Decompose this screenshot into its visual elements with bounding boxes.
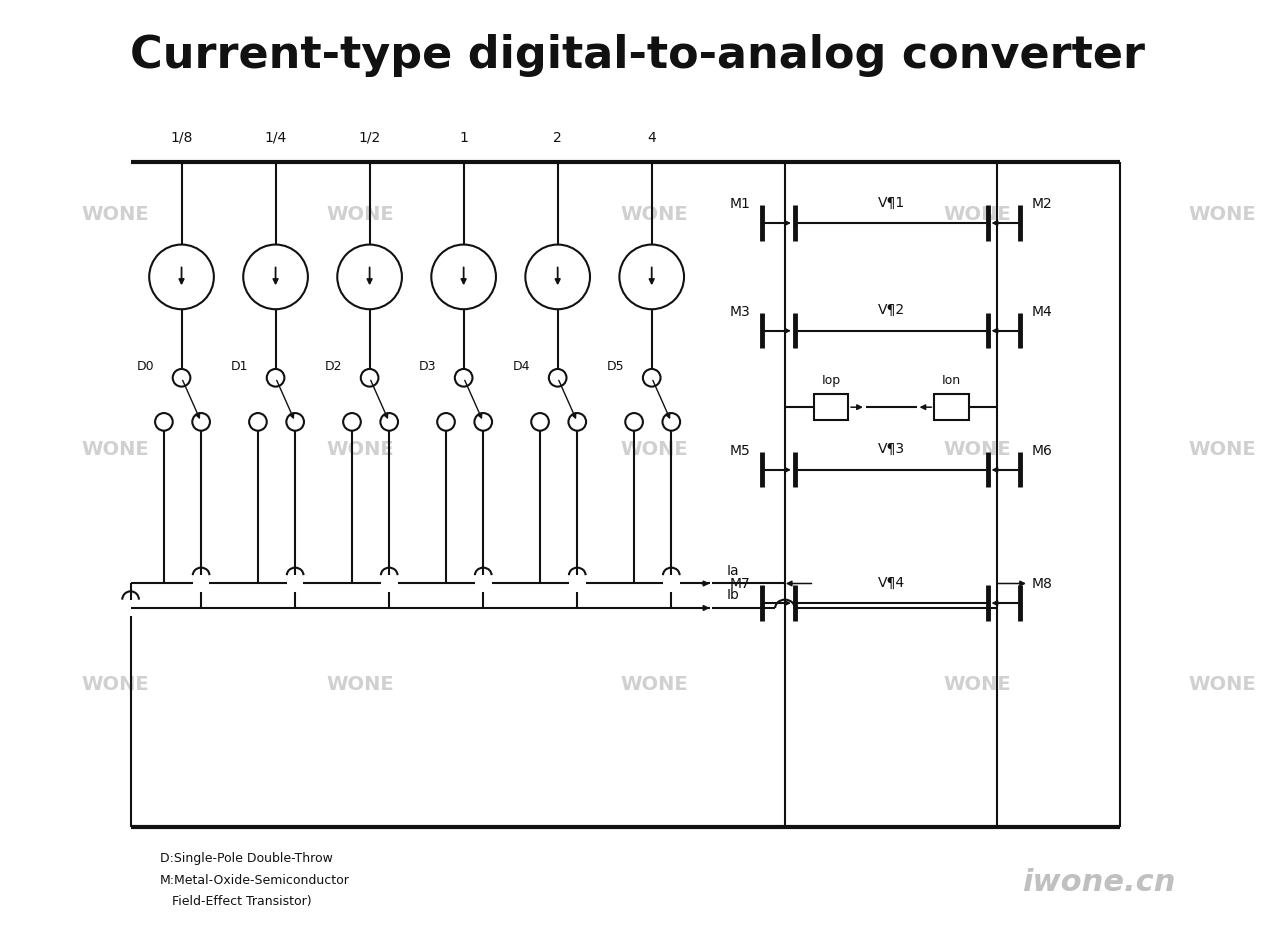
Text: M5: M5 [730,444,750,458]
Circle shape [361,369,379,387]
Text: WONE: WONE [82,204,149,224]
Bar [814,395,849,420]
Text: WONE: WONE [327,439,394,458]
Text: V¶3: V¶3 [878,442,905,456]
Circle shape [531,414,549,432]
Text: WONE: WONE [82,439,149,458]
Circle shape [625,414,643,432]
Circle shape [380,414,398,432]
Text: WONE: WONE [1188,674,1256,693]
Text: WONE: WONE [944,439,1012,458]
Circle shape [286,414,304,432]
Text: Field-Effect Transistor): Field-Effect Transistor) [160,895,311,908]
Text: 1/2: 1/2 [359,131,380,145]
Text: D3: D3 [419,359,436,372]
Text: D5: D5 [606,359,624,372]
Text: M:Metal-Oxide-Semiconductor: M:Metal-Oxide-Semiconductor [160,873,350,886]
Text: WONE: WONE [1188,204,1256,224]
Text: V¶2: V¶2 [878,303,905,316]
Text: D:Single-Pole Double-Throw: D:Single-Pole Double-Throw [160,851,333,864]
Text: WONE: WONE [944,674,1012,693]
Text: M8: M8 [1032,577,1053,591]
Circle shape [172,369,190,387]
Circle shape [193,414,211,432]
Text: Ion: Ion [942,374,961,387]
Text: WONE: WONE [620,674,688,693]
Bar [934,395,968,420]
Text: D1: D1 [231,359,248,372]
Text: M7: M7 [730,577,750,591]
Circle shape [156,414,172,432]
Circle shape [526,245,590,310]
Circle shape [643,369,661,387]
Text: WONE: WONE [327,204,394,224]
Circle shape [267,369,285,387]
Circle shape [549,369,567,387]
Circle shape [438,414,454,432]
Text: M1: M1 [730,198,750,212]
Circle shape [454,369,472,387]
Text: WONE: WONE [620,439,688,458]
Text: 1: 1 [459,131,468,145]
Circle shape [619,245,684,310]
Text: M4: M4 [1032,305,1053,319]
Text: D0: D0 [137,359,154,372]
Text: WONE: WONE [327,674,394,693]
Text: M2: M2 [1032,198,1053,212]
Text: 2: 2 [554,131,561,145]
Text: V¶1: V¶1 [878,195,905,209]
Text: M3: M3 [730,305,750,319]
Circle shape [431,245,496,310]
Text: M6: M6 [1032,444,1053,458]
Circle shape [568,414,586,432]
Text: WONE: WONE [620,204,688,224]
Circle shape [662,414,680,432]
Text: WONE: WONE [944,204,1012,224]
Text: WONE: WONE [1188,439,1256,458]
Text: Iop: Iop [822,374,841,387]
Text: V¶4: V¶4 [878,575,905,589]
Circle shape [149,245,214,310]
Text: Ia: Ia [726,563,739,577]
Circle shape [475,414,493,432]
Text: 1/4: 1/4 [264,131,287,145]
Text: Current-type digital-to-analog converter: Current-type digital-to-analog converter [130,34,1146,77]
Circle shape [249,414,267,432]
Text: D4: D4 [513,359,531,372]
Text: Ib: Ib [726,587,739,601]
Circle shape [337,245,402,310]
Text: WONE: WONE [82,674,149,693]
Text: 4: 4 [647,131,656,145]
Text: 1/8: 1/8 [170,131,193,145]
Text: D2: D2 [324,359,342,372]
Circle shape [343,414,361,432]
Circle shape [244,245,308,310]
Text: iwone.cn: iwone.cn [1022,867,1175,896]
